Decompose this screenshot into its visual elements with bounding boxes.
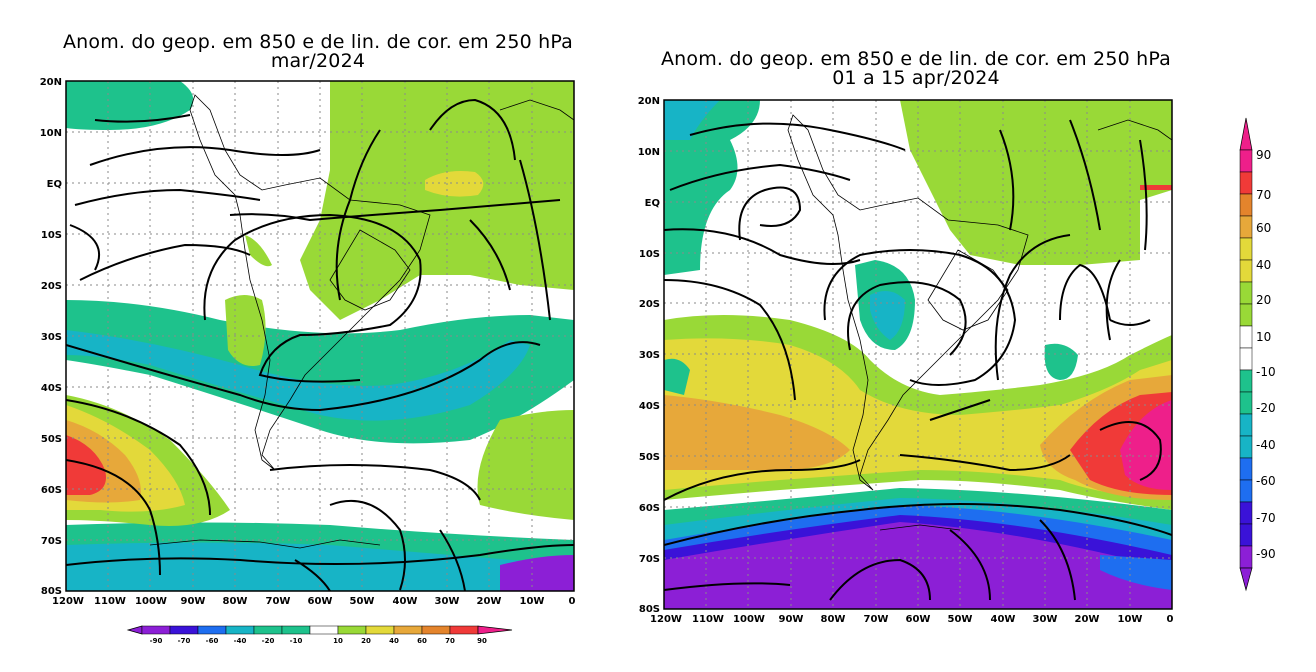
- left-lat-label: 70S: [41, 536, 62, 547]
- right-lon-label: 10W: [1118, 614, 1143, 625]
- vcb-label: -20: [1256, 401, 1276, 415]
- horizontal-colorbar: [126, 625, 513, 635]
- right-lon-label: 90W: [779, 614, 804, 625]
- right-lon-label: 50W: [948, 614, 973, 625]
- vcb-label: -90: [1256, 547, 1276, 561]
- vcb-label: 90: [1256, 148, 1271, 162]
- hcb-label: 60: [417, 637, 427, 645]
- left-lat-label: 40S: [41, 383, 62, 394]
- right-lon-label: 100W: [733, 614, 765, 625]
- left-lat-label: 60S: [41, 485, 62, 496]
- left-lon-label: 120W: [52, 596, 84, 607]
- hcb-label: -10: [290, 637, 303, 645]
- right-lon-label: 80W: [821, 614, 846, 625]
- left-lat-label: 80S: [41, 586, 62, 597]
- right-lon-label: 40W: [991, 614, 1016, 625]
- right-lat-label: 10N: [638, 147, 660, 158]
- left-lon-label: 20W: [477, 596, 502, 607]
- left-map-title: Anom. do geop. em 850 e de lin. de cor. …: [0, 33, 636, 71]
- right-lon-label: 120W: [650, 614, 682, 625]
- left-title-line2: mar/2024: [270, 50, 366, 72]
- left-title-line1: Anom. do geop. em 850 e de lin. de cor. …: [62, 31, 574, 53]
- right-lat-label: 40S: [639, 401, 660, 412]
- left-lat-label: 20S: [41, 281, 62, 292]
- left-lon-label: 30W: [435, 596, 460, 607]
- vcb-label: 20: [1256, 293, 1271, 307]
- left-map-frame: [65, 80, 575, 592]
- hcb-label: -90: [150, 637, 163, 645]
- right-lon-label: 60W: [906, 614, 931, 625]
- right-lat-axis: 20N 10N EQ 10S 20S 30S 40S 50S 60S 70S 8…: [638, 96, 660, 615]
- right-lon-label: 70W: [864, 614, 889, 625]
- right-lon-label: 30W: [1033, 614, 1058, 625]
- left-lat-label: EQ: [47, 179, 62, 190]
- left-lat-axis: 20N 10N EQ 10S 20S 30S 40S 50S 60S 70S 8…: [40, 77, 62, 597]
- left-lon-axis: 120W 110W 100W 90W 80W 70W 60W 50W 40W 3…: [52, 596, 575, 607]
- right-lon-axis: 120W 110W 100W 90W 80W 70W 60W 50W 40W 3…: [650, 614, 1173, 625]
- right-coastlines: [787, 114, 1172, 531]
- right-lon-label: 20W: [1075, 614, 1100, 625]
- left-lon-label: 0: [569, 596, 576, 607]
- left-lat-label: 50S: [41, 434, 62, 445]
- vcb-label: 40: [1256, 258, 1271, 272]
- right-streamlines: [664, 119, 1172, 601]
- vcb-label: -40: [1256, 438, 1276, 452]
- vertical-colorbar-labels: 90 70 60 40 20 10 -10 -20 -40 -60 -70 -9…: [1256, 148, 1276, 561]
- hcb-label: 40: [389, 637, 399, 645]
- left-lon-label: 90W: [181, 596, 206, 607]
- right-lon-label: 0: [1167, 614, 1174, 625]
- right-lat-label: 20S: [639, 299, 660, 310]
- left-lon-label: 10W: [520, 596, 545, 607]
- hcb-label: 10: [333, 637, 343, 645]
- left-lat-label: 10S: [41, 230, 62, 241]
- right-lon-label: 110W: [692, 614, 724, 625]
- right-map-frame: [663, 99, 1173, 610]
- right-lat-label: 20N: [638, 96, 660, 107]
- vcb-label: -10: [1256, 365, 1276, 379]
- left-lat-label: 30S: [41, 332, 62, 343]
- hcb-label: 70: [445, 637, 455, 645]
- left-lon-label: 100W: [135, 596, 167, 607]
- hcb-label: 90: [477, 637, 487, 645]
- right-lat-label: 70S: [639, 554, 660, 565]
- left-streamlines: [66, 98, 574, 591]
- right-lat-label: 80S: [639, 604, 660, 615]
- right-lat-label: 60S: [639, 503, 660, 514]
- right-lat-label: 10S: [639, 249, 660, 260]
- left-lon-label: 60W: [308, 596, 333, 607]
- left-lon-label: 40W: [393, 596, 418, 607]
- hcb-label: -40: [234, 637, 247, 645]
- right-title-line2: 01 a 15 apr/2024: [832, 67, 1000, 89]
- vertical-colorbar: [1239, 117, 1253, 592]
- left-coastlines: [149, 94, 574, 549]
- right-lat-label: 50S: [639, 452, 660, 463]
- vcb-label: -70: [1256, 511, 1276, 525]
- horizontal-colorbar-labels: -90 -70 -60 -40 -20 -10 10 20 40 60 70 9…: [150, 637, 487, 645]
- right-lat-label: EQ: [645, 198, 660, 209]
- right-map-title: Anom. do geop. em 850 e de lin. de cor. …: [598, 50, 1234, 88]
- hcb-label: -20: [262, 637, 275, 645]
- left-lat-label: 20N: [40, 77, 62, 88]
- hcb-label: -60: [206, 637, 219, 645]
- right-title-line1: Anom. do geop. em 850 e de lin. de cor. …: [660, 48, 1172, 70]
- vcb-label: 60: [1256, 221, 1271, 235]
- left-lon-label: 110W: [94, 596, 126, 607]
- left-lon-label: 80W: [223, 596, 248, 607]
- left-lat-label: 10N: [40, 128, 62, 139]
- left-lon-label: 50W: [350, 596, 375, 607]
- vcb-label: 10: [1256, 330, 1271, 344]
- right-lat-label: 30S: [639, 350, 660, 361]
- vcb-label: -60: [1256, 474, 1276, 488]
- hcb-label: 20: [361, 637, 371, 645]
- left-lon-label: 70W: [266, 596, 291, 607]
- vcb-label: 70: [1256, 188, 1271, 202]
- hcb-label: -70: [178, 637, 191, 645]
